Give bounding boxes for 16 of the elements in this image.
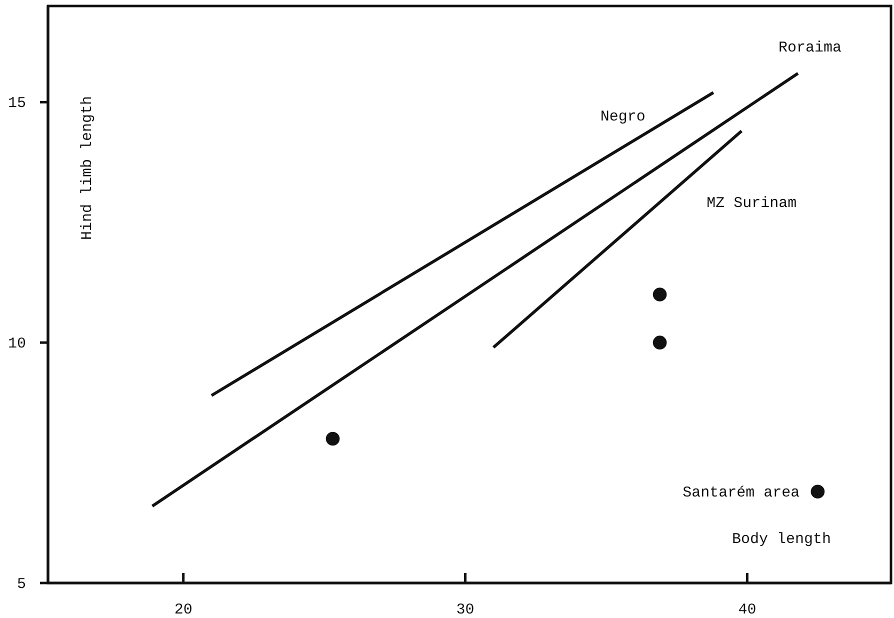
y-axis-title: Hind limb length	[79, 96, 96, 240]
y-tick-label: 10	[8, 335, 26, 352]
point	[326, 432, 340, 446]
x-axis-title: Body length	[732, 531, 831, 548]
series-label: Roraima	[778, 39, 842, 56]
point	[652, 288, 667, 302]
y-tick-label: 5	[16, 576, 26, 593]
annotation: Santarém area	[682, 484, 800, 502]
x-tick-label: 40	[738, 602, 756, 618]
x-tick-label: 20	[174, 602, 192, 618]
series-label: Negro	[600, 108, 646, 126]
point	[810, 484, 825, 499]
series-label: MZ Surinam	[706, 195, 797, 212]
x-tick-label: 30	[456, 602, 474, 618]
y-tick-label: 15	[8, 94, 26, 112]
point	[652, 336, 667, 350]
